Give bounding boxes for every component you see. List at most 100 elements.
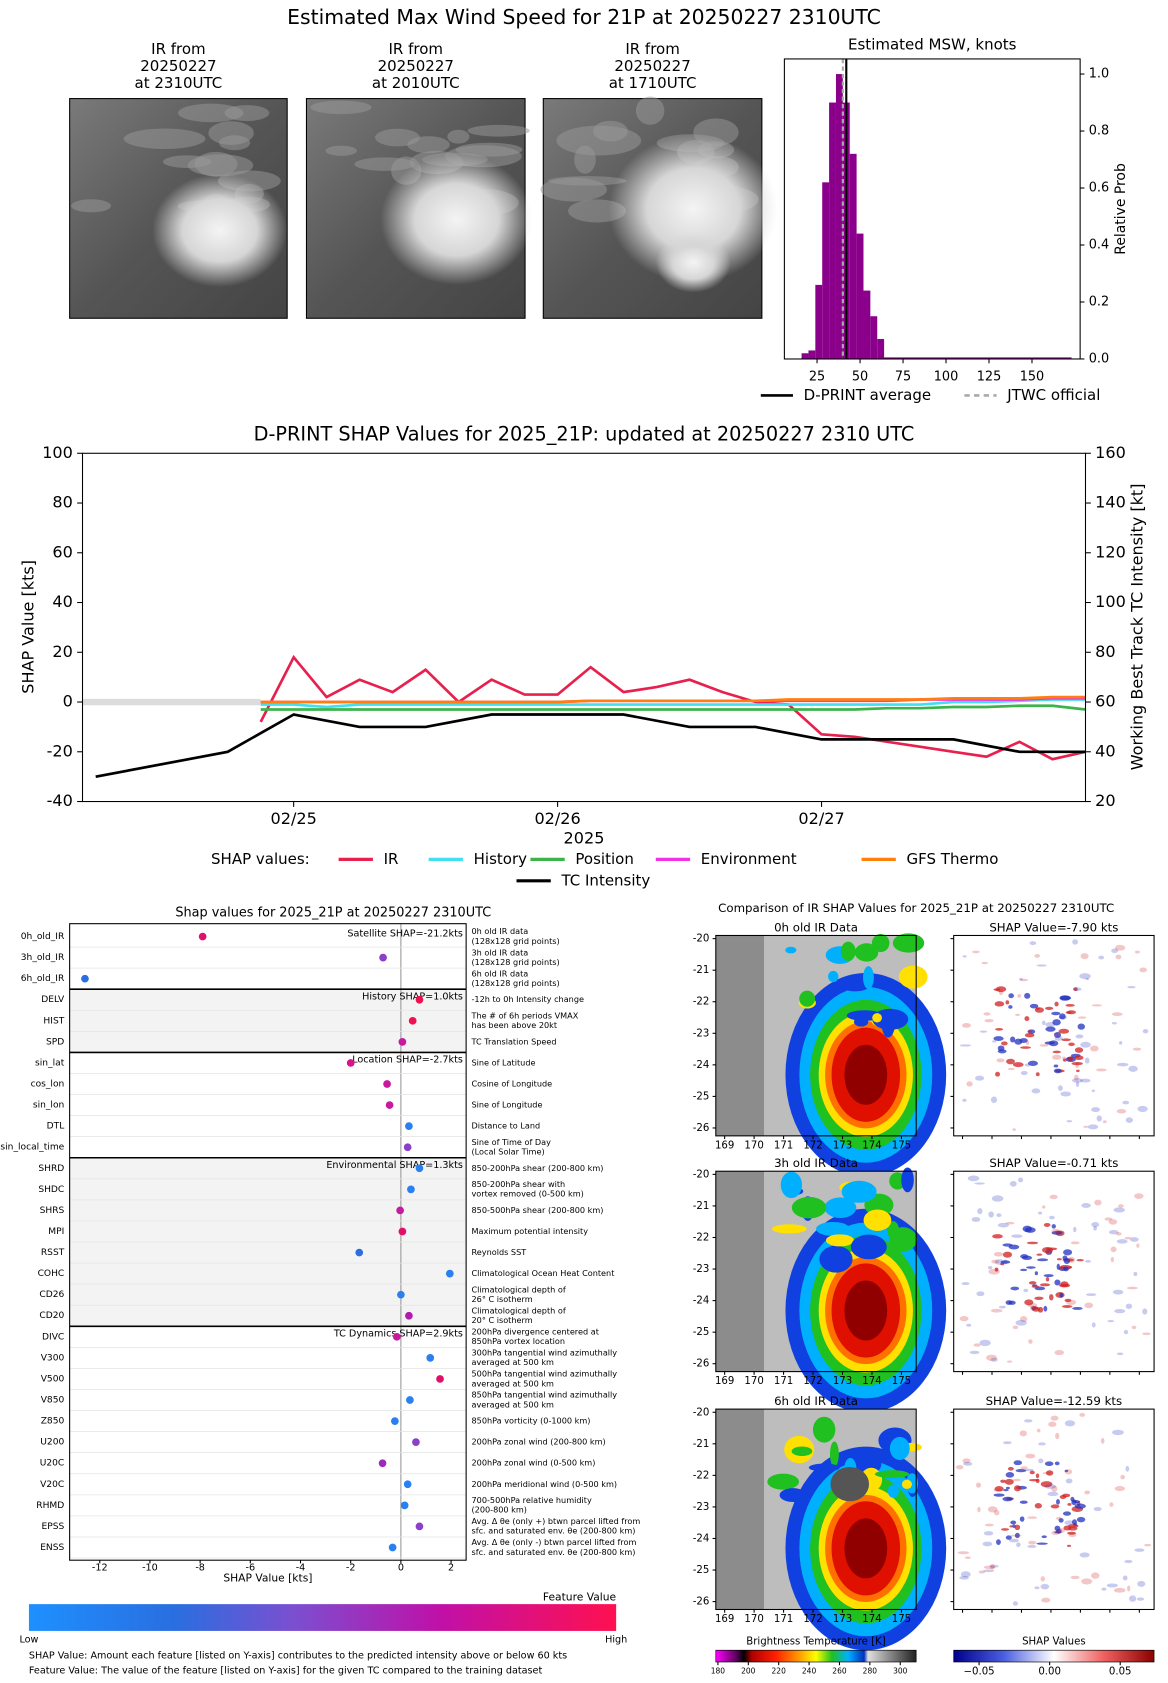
shap-speck (1045, 1006, 1054, 1010)
feature-name: RSST (41, 1248, 65, 1258)
cloud-top (767, 1473, 799, 1490)
shap-speck (1134, 1548, 1145, 1552)
feature-dot (407, 1185, 415, 1194)
footnote: Feature Value: The value of the feature … (29, 1666, 543, 1677)
shap-speck (1104, 1217, 1113, 1221)
shap-speck (1034, 1586, 1040, 1590)
feature-name: SHRS (40, 1206, 65, 1216)
shap-speck (1071, 1061, 1083, 1066)
shap-speck (1079, 1552, 1090, 1558)
colorbar-tick-label: 0.00 (1038, 1667, 1061, 1678)
ir-image-dark (715, 935, 765, 1136)
shap-speck (1067, 1503, 1072, 1506)
image-title: 20250227 (614, 57, 690, 75)
shap-speck (1059, 1292, 1064, 1298)
shap-speck (1053, 1064, 1059, 1068)
y-tick-label: -25 (693, 1565, 710, 1576)
shap-speck (1098, 955, 1105, 960)
x-tick-label: 170 (744, 1614, 763, 1625)
shap-speck (1000, 1479, 1006, 1483)
legend-label: TC Intensity (560, 871, 650, 889)
colorbar-tick-label: 280 (863, 1667, 878, 1676)
bar (829, 102, 836, 359)
shap-speck (979, 1030, 988, 1033)
y-axis-label: SHAP Value [kts] (18, 560, 37, 694)
feature-name: DTL (47, 1122, 66, 1132)
shap-speck (1108, 1230, 1119, 1235)
shap-speck (1029, 1003, 1039, 1009)
shap-speck (1142, 1029, 1149, 1034)
bar (835, 74, 843, 359)
shap-speck (1018, 1177, 1024, 1183)
cloud (325, 145, 357, 156)
shap-speck (991, 1195, 1004, 1202)
cloud (447, 129, 470, 144)
feature-name: COHC (38, 1269, 65, 1279)
feature-description: averaged at 500 km (471, 1357, 554, 1367)
shap-speck (1027, 1516, 1038, 1519)
feature-name: U200 (40, 1438, 64, 1448)
shap-speck (1062, 1058, 1067, 1062)
shap-speck (993, 1509, 1000, 1516)
shap-speck (1072, 1306, 1083, 1310)
shap-speck (959, 1575, 969, 1580)
shap-speck (1045, 1277, 1050, 1282)
shap-speck (960, 1571, 971, 1578)
shap-speck (1096, 1115, 1102, 1122)
feature-description: (200-800 km) (471, 1505, 527, 1515)
shap-speck (1054, 1461, 1060, 1466)
panel-title: 6h old IR Data (774, 1394, 858, 1408)
shap-speck (1043, 1305, 1048, 1312)
shap-speck (1023, 1288, 1029, 1293)
shap-speck (1068, 1042, 1075, 1047)
shap-speck (1035, 1473, 1040, 1479)
panel-title: SHAP Value=-12.59 kts (986, 1394, 1123, 1408)
cloud-top (779, 1488, 807, 1502)
feature-dot (81, 974, 89, 983)
shap-speck (1065, 1003, 1075, 1007)
cloud-top (791, 1196, 827, 1219)
shap-speck (1000, 1528, 1010, 1531)
feature-name: sin_local_time (0, 1143, 64, 1153)
image-title: at 2010UTC (372, 74, 460, 92)
feature-description: 20° C isotherm (471, 1315, 532, 1325)
series-line (260, 704, 1086, 711)
shap-speck (1013, 1485, 1022, 1492)
image-title: IR from (388, 40, 443, 58)
x-tick-label: 169 (715, 1614, 734, 1625)
shap-speck (981, 961, 989, 965)
feature-name: ENSS (40, 1543, 64, 1553)
shap-speck (1030, 1305, 1037, 1311)
feature-name: CD26 (39, 1290, 64, 1300)
shap-speck (1081, 1578, 1093, 1585)
shap-speck (1054, 1525, 1061, 1531)
feature-description: Sine of Time of Day (471, 1137, 551, 1147)
feature-dot (406, 1396, 414, 1404)
panel-title: SHAP Value=-7.90 kts (989, 920, 1118, 934)
y-tick-label: 1.0 (1089, 67, 1109, 82)
shap-speck (1052, 1054, 1062, 1060)
shap-speck (1116, 1062, 1129, 1067)
shap-speck (1038, 1458, 1044, 1464)
shap-speck (1036, 1542, 1048, 1545)
shap-speck (1112, 1429, 1124, 1436)
shap-speck (1034, 1503, 1042, 1509)
shap-speck (1043, 1222, 1051, 1227)
shap-speck (1003, 1259, 1008, 1265)
panel-title: 0h old IR Data (774, 920, 858, 934)
x-tick-label: 170 (744, 1141, 763, 1152)
shap-speck (1056, 1516, 1062, 1520)
image-title: IR from (625, 40, 680, 58)
shap-speck (1045, 1021, 1056, 1028)
shap-speck (1028, 1281, 1037, 1285)
shap-speck (1012, 1325, 1019, 1330)
feature-description: -12h to 0h Intensity change (471, 994, 584, 1004)
cloud-top (840, 941, 856, 961)
shap-speck (1064, 1469, 1069, 1473)
shap-speck (1041, 1020, 1046, 1026)
shap-speck (993, 1036, 1004, 1041)
shap-speck (1013, 1460, 1023, 1466)
shap-speck (1118, 1204, 1124, 1208)
x-tick-label: 174 (862, 1141, 881, 1152)
shap-speck (1070, 1575, 1080, 1580)
